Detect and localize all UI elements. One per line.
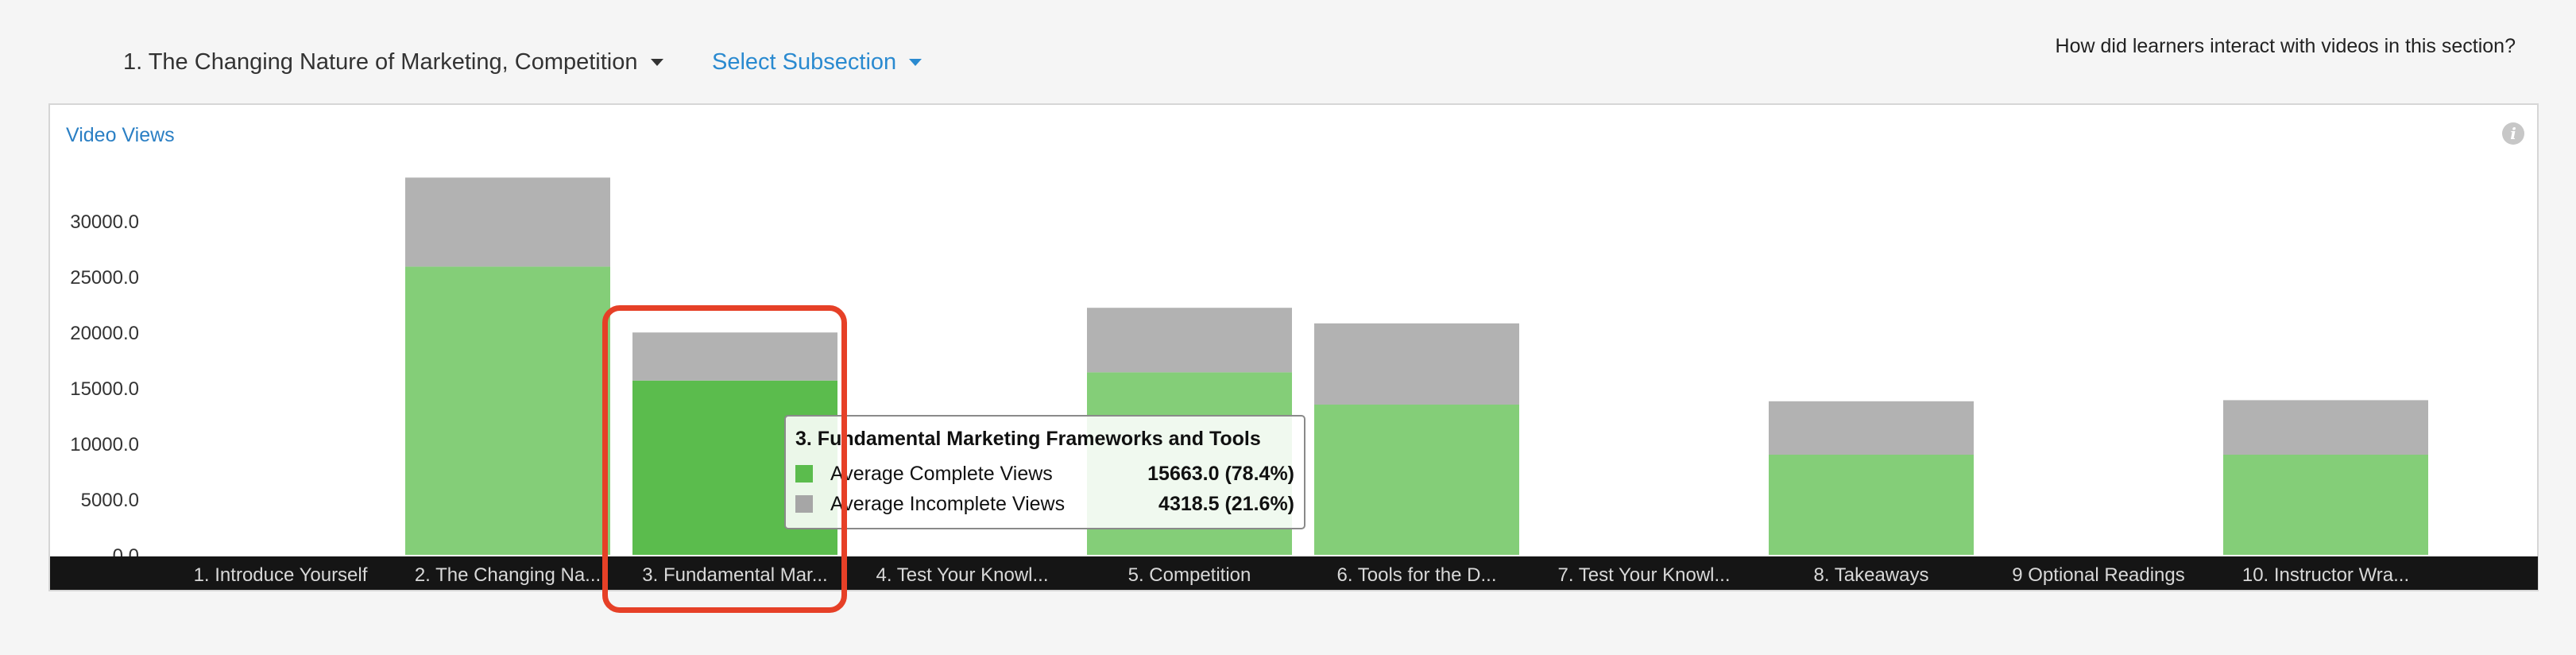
x-tick-label: 1. Introduce Yourself [194,564,368,586]
incomplete-legend-swatch [795,495,813,513]
panel-title: Video Views [66,124,175,146]
tooltip-row-label: Average Incomplete Views [830,492,1066,515]
bar-complete-views[interactable] [1769,455,1974,555]
y-tick-label: 5000.0 [81,490,139,511]
bar-incomplete-views[interactable] [1314,323,1519,405]
subsection-dropdown[interactable]: Select Subsection [712,49,922,76]
complete-legend-swatch [795,465,813,483]
x-tick-label: 2. The Changing Na... [415,564,601,586]
y-tick-label: 20000.0 [70,323,139,344]
bar-incomplete-views[interactable] [1087,308,1292,373]
bar-incomplete-views[interactable] [1769,401,1974,455]
tooltip-row-complete: Average Complete Views 15663.0 (78.4%) [795,459,1294,489]
y-tick-label: 30000.0 [70,211,139,233]
bar-incomplete-views[interactable] [405,177,610,267]
bar-incomplete-views[interactable] [2223,400,2428,455]
x-tick-label: 4. Test Your Knowl... [876,564,1048,586]
chevron-down-icon [650,59,663,66]
x-tick-label: 10. Instructor Wra... [2242,564,2409,586]
section-dropdown[interactable]: 1. The Changing Nature of Marketing, Com… [123,49,663,76]
x-tick-label: 7. Test Your Knowl... [1557,564,1730,586]
x-tick-label: 8. Takeaways [1814,564,1929,586]
chart-tooltip: 3. Fundamental Marketing Frameworks and … [784,415,1305,529]
bar-incomplete-views[interactable] [632,332,837,381]
y-tick-label: 10000.0 [70,434,139,455]
bar-complete-views[interactable] [405,266,610,555]
section-dropdown-label: 1. The Changing Nature of Marketing, Com… [123,49,638,75]
tooltip-title: 3. Fundamental Marketing Frameworks and … [795,428,1261,450]
section-question: How did learners interact with videos in… [2055,35,2516,57]
x-tick-label: 9 Optional Readings [2012,564,2184,586]
bar-complete-views[interactable] [2223,455,2428,555]
subsection-dropdown-label: Select Subsection [712,49,897,75]
tooltip-row-value: 4318.5 (21.6%) [1158,492,1294,515]
x-tick-label: 3. Fundamental Mar... [642,564,827,586]
x-tick-label: 6. Tools for the D... [1337,564,1497,586]
bar-complete-views[interactable] [1314,405,1519,555]
tooltip-row-label: Average Complete Views [830,462,1053,485]
info-icon[interactable]: i [2502,122,2524,145]
y-tick-label: 15000.0 [70,378,139,400]
y-tick-label: 25000.0 [70,267,139,289]
x-axis-band [50,556,2538,590]
tooltip-row-incomplete: Average Incomplete Views 4318.5 (21.6%) [795,489,1294,519]
chevron-down-icon [909,59,922,66]
tooltip-row-value: 15663.0 (78.4%) [1147,462,1294,485]
x-tick-label: 5. Competition [1128,564,1251,586]
top-bar: 1. The Changing Nature of Marketing, Com… [0,0,2576,103]
